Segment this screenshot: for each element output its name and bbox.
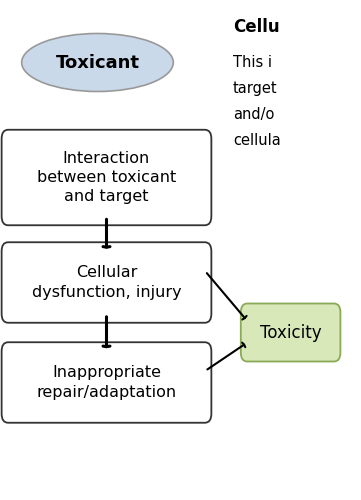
- Text: Interaction
between toxicant
and target: Interaction between toxicant and target: [37, 151, 176, 204]
- Text: target: target: [233, 81, 278, 96]
- Text: Cellular
dysfunction, injury: Cellular dysfunction, injury: [32, 266, 181, 300]
- Text: cellula: cellula: [233, 133, 280, 148]
- Text: Toxicity: Toxicity: [260, 324, 321, 342]
- Text: Toxicant: Toxicant: [56, 54, 139, 72]
- Text: and/o: and/o: [233, 107, 274, 122]
- Ellipse shape: [22, 34, 173, 92]
- FancyBboxPatch shape: [1, 130, 212, 225]
- FancyBboxPatch shape: [241, 304, 340, 362]
- Text: Inappropriate
repair/adaptation: Inappropriate repair/adaptation: [36, 366, 177, 400]
- Text: This i: This i: [233, 55, 272, 70]
- FancyBboxPatch shape: [1, 342, 212, 423]
- FancyBboxPatch shape: [1, 242, 212, 323]
- Text: Cellu: Cellu: [233, 18, 279, 36]
